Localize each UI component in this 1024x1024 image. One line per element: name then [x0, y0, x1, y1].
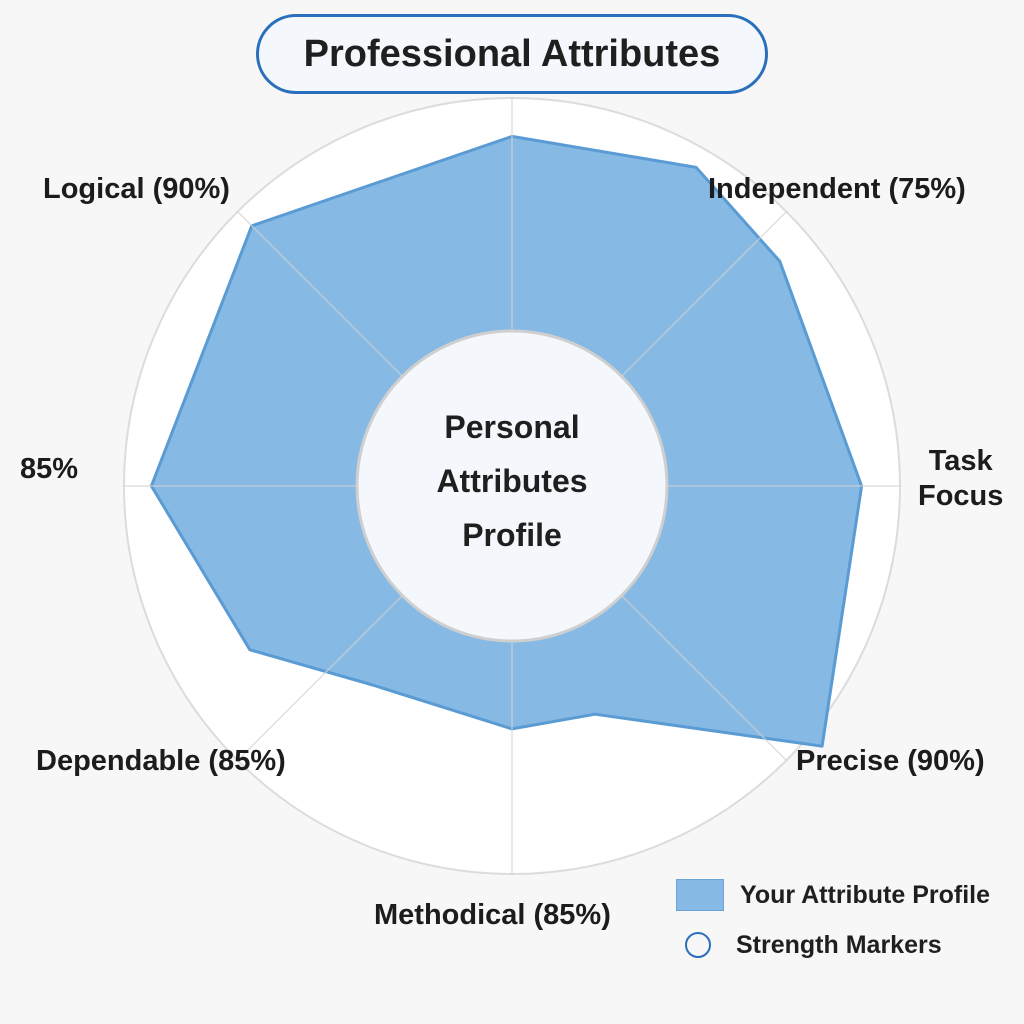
axis-label-dependable: Dependable (85%) [36, 745, 286, 777]
chart-title: Professional Attributes [256, 14, 768, 94]
axis-label-task-focus: Task Focus [918, 444, 1003, 514]
legend-label-profile: Your Attribute Profile [740, 880, 990, 909]
legend-label-markers: Strength Markers [736, 930, 942, 959]
center-label-line: Personal [444, 409, 580, 445]
legend-item-profile: Your Attribute Profile [676, 870, 990, 920]
center-circle [355, 329, 669, 643]
center-label-line: Profile [462, 517, 562, 553]
legend-item-markers: Strength Markers [676, 920, 990, 970]
center-label-line: Attributes [436, 463, 588, 499]
legend-swatch [676, 879, 724, 911]
axis-label-precise: Precise (90%) [796, 745, 985, 777]
axis-label-task-focus-line: Task [928, 445, 993, 477]
axis-label-independent: Independent (75%) [708, 173, 966, 205]
axis-label-methodical: Methodical (85%) [374, 899, 611, 931]
legend-marker-icon [685, 932, 711, 958]
axis-label-task-focus-line: Focus [918, 479, 1004, 512]
center-label: Personal Attributes Profile [362, 400, 662, 562]
axis-label-logical: Logical (90%) [43, 173, 230, 205]
center-disc [355, 329, 669, 643]
axis-label-left: 85% [20, 453, 79, 485]
legend: Your Attribute Profile Strength Markers [676, 870, 990, 970]
